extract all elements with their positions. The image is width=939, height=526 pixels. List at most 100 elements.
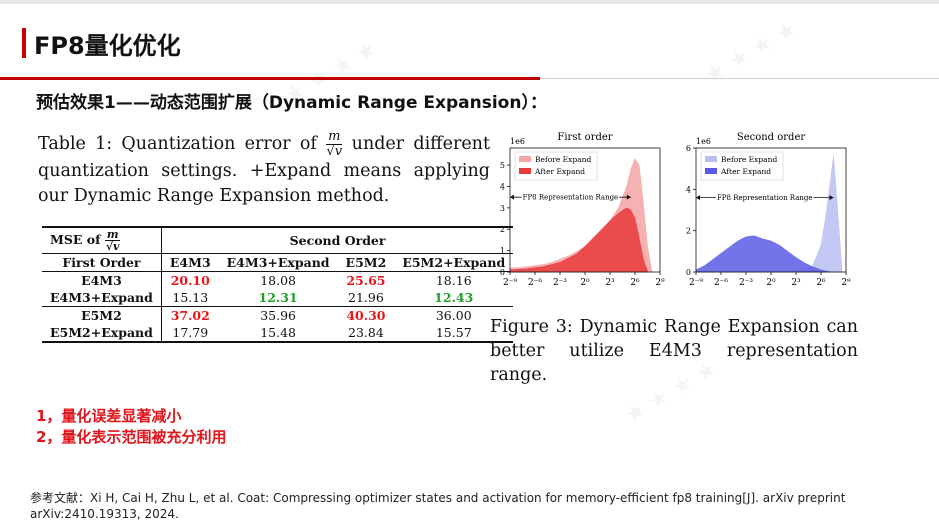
series-area-1 [695,235,830,273]
table-row: E5M2+Expand 17.79 15.48 23.84 15.57 [42,324,514,343]
range-arrow-head-left [510,194,514,200]
title-underline [0,77,540,80]
x-tick-label: 2⁰ [580,278,590,288]
y-tick-label: 0 [500,268,505,277]
range-arrow-head-right [626,194,631,200]
row-label: E5M2 [42,306,162,324]
table-cell: 17.79 [160,324,219,343]
table-caption: Table 1: Quantization error of m √v under… [38,130,490,209]
column-header: E5M2+Expand [394,253,514,272]
corner-label: MSE of [50,232,101,247]
table-cell: 36.00 [394,306,514,324]
row-label: E4M3 [42,271,162,289]
y-tick-label: 2 [500,225,505,234]
legend-label: After Expand [534,167,585,176]
x-tick-label: 2⁻⁹ [503,278,517,288]
legend-label: Before Expand [721,155,777,164]
table-cell: 20.10 [160,271,219,289]
table-cell: 23.84 [337,324,395,343]
range-arrow-head-left [696,195,700,201]
corner-fraction-denominator: √v [105,240,120,253]
y-tick-label: 4 [686,185,691,194]
title-accent-bar [22,28,26,58]
column-header: E4M3 [160,253,219,272]
legend-swatch [519,168,531,174]
x-tick-label: 2⁹ [841,278,851,288]
range-annotation: FP8 Representation Range [523,194,619,202]
table-row: E4M3+Expand 15.13 12.31 21.96 12.43 [42,289,513,307]
x-tick-label: 2³ [791,278,801,288]
mse-table: MSE of m √v Second Order First Order E4M3… [42,226,514,343]
conclusion-item: 2，量化表示范围被充分利用 [36,428,227,446]
title-underline-gray [540,78,939,79]
conclusions: 1，量化误差显著减小 2，量化表示范围被充分利用 [36,406,226,448]
conclusion-item: 1，量化误差显著减小 [36,407,182,425]
y-tick-label: 6 [686,144,691,153]
x-tick-label: 2⁶ [816,278,826,288]
range-annotation: FP8 Representation Range [717,194,813,202]
y-tick-label: 2 [686,227,691,236]
range-arrow-head-right [829,195,834,201]
section-heading: 预估效果1——动态范围扩展（Dynamic Range Expansion）： [36,93,547,113]
second-order-chart: Second order 1e6 0 2 4 6 2⁻⁹ 2⁻⁶ 2⁻³ 2⁰ 2³ 2⁶ 2⁹ FP8 … [686,132,851,288]
x-tick-label: 2⁻⁶ [528,278,542,288]
table-cell: 18.08 [218,271,338,289]
group-header: Second Order [160,226,514,254]
x-tick-label: 2⁻⁹ [689,278,703,288]
row-label: E4M3+Expand [50,290,153,305]
first-order-header: First Order [42,253,162,272]
corner-fraction: m √v [104,228,121,253]
legend-swatch [519,156,531,162]
column-header: E5M2 [337,253,395,272]
legend-label: Before Expand [535,155,591,164]
x-tick-label: 2⁻³ [553,278,567,288]
range-annotation-bg [715,194,814,203]
table-cell: 25.65 [337,271,395,289]
figure-caption: Figure 3: Dynamic Range Expansion can be… [490,317,858,385]
y-multiplier: 1e6 [696,137,711,146]
legend-label: After Expand [720,167,771,176]
table-cell: 15.48 [218,324,338,343]
table-row: E4M3 20.10 18.08 25.65 18.16 [42,271,514,289]
x-tick-label: 2⁻³ [739,278,753,288]
corner-fraction-numerator: m [104,228,121,241]
fraction: m √v [326,129,343,159]
page-title: FP8量化优化 [34,32,181,60]
table-cell: 35.96 [218,306,338,324]
reference-citation: 参考文献：Xi H, Cai H, Zhu L, et al. Coat: Co… [30,491,846,521]
table-cell: 15.13 [160,289,219,307]
legend-swatch [705,168,717,174]
caption-suffix: under different quantization settings. +… [38,134,490,206]
legend-swatch [705,156,717,162]
first-order-chart: First order 1e6 0 1 2 3 4 5 2⁻⁹ 2⁻⁶ 2⁻³ 2⁰ 2³ 2⁶ 2⁹ FP8… [500,132,665,288]
table-cell: 21.96 [348,290,384,305]
y-tick-label: 3 [500,204,505,213]
column-header: E4M3+Expand [218,253,338,272]
table-cell: 15.57 [394,324,514,343]
table-cell: 12.43 [434,290,474,305]
corner-header: MSE of m √v [42,226,162,254]
y-multiplier: 1e6 [510,137,525,146]
chart-title: Second order [737,132,806,143]
row-label: E5M2+Expand [42,324,162,343]
x-tick-label: 2⁹ [655,278,665,288]
x-tick-label: 2⁶ [630,278,640,288]
table-cell: 37.02 [160,306,219,324]
caption-prefix: Table 1: Quantization error of [38,134,317,154]
x-tick-label: 2⁰ [766,278,776,288]
y-tick-label: 4 [500,182,505,191]
chart-title: First order [557,132,612,143]
table-row: E5M2 37.02 35.96 40.30 36.00 [42,306,514,324]
fraction-numerator: m [326,129,343,145]
range-annotation-bg [521,193,620,202]
series-area-1 [509,207,648,273]
table-cell: 18.16 [394,271,514,289]
x-tick-label: 2⁻⁶ [714,278,728,288]
fraction-denominator: √v [326,144,343,159]
y-tick-label: 5 [500,161,505,170]
table-cell: 40.30 [337,306,395,324]
y-tick-label: 0 [686,268,691,277]
y-tick-label: 1 [500,247,505,256]
x-tick-label: 2³ [605,278,615,288]
